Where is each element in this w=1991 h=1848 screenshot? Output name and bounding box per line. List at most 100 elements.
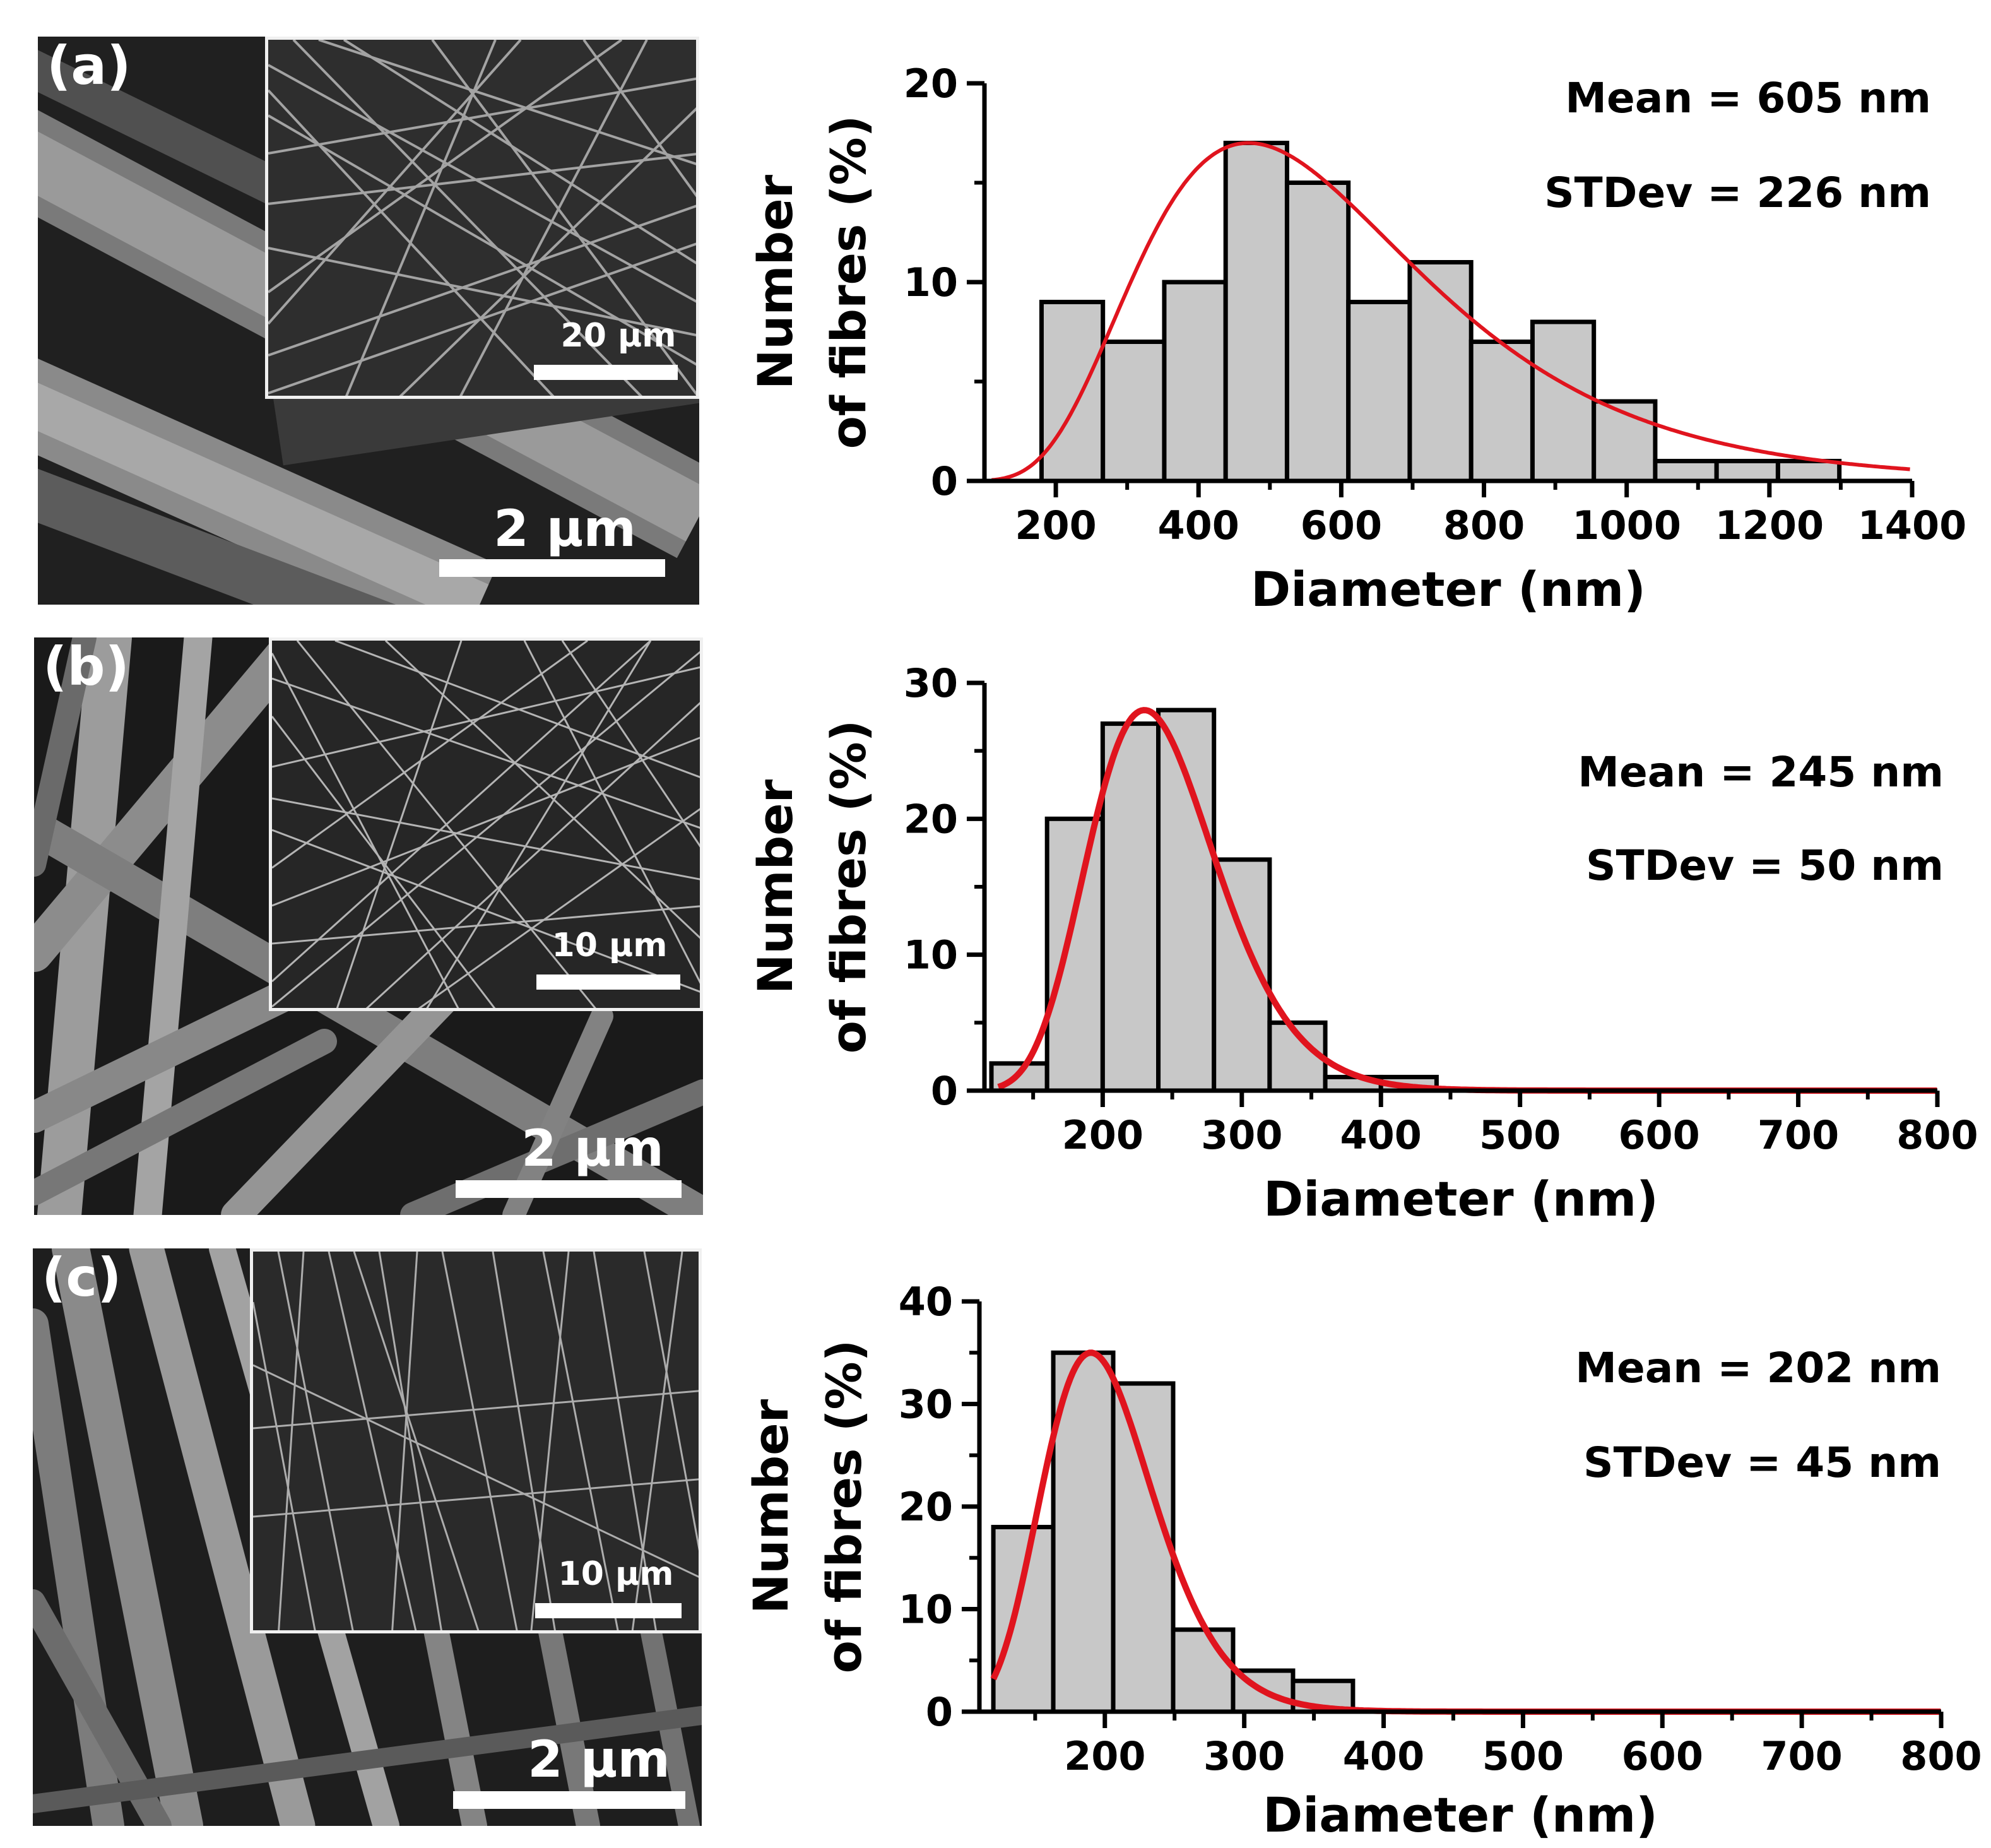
histogram-bar — [1530, 319, 1597, 483]
fit-curve — [990, 1349, 1941, 1715]
histogram-bar — [991, 1525, 1056, 1714]
fit-curve — [997, 707, 1937, 1094]
histogram-bar — [1162, 280, 1228, 483]
main-scale-bar-c — [453, 1791, 685, 1809]
stdev-annotation: STDev = 226 nm — [1544, 169, 1931, 217]
y-tick-label: 10 — [904, 259, 958, 305]
inset-image-a — [265, 37, 699, 399]
y-tick-label: 30 — [899, 1382, 953, 1428]
y-tick-label: 0 — [931, 1068, 958, 1114]
inset-fibre-texture-c — [253, 1252, 699, 1630]
mean-annotation: Mean = 605 nm — [1565, 74, 1931, 122]
histogram-bar — [1171, 1627, 1236, 1714]
histogram-bar — [1653, 459, 1719, 483]
x-tick-label: 400 — [1158, 502, 1239, 548]
main-scale-label-b: 2 μm — [521, 1119, 664, 1178]
y-tick-label: 20 — [904, 796, 958, 842]
histogram-bar — [1051, 1350, 1116, 1714]
histogram-bar — [1044, 816, 1105, 1093]
x-tick-label: 400 — [1343, 1733, 1424, 1779]
inset-scale-bar-a — [534, 365, 678, 380]
x-tick-label: 300 — [1201, 1112, 1282, 1158]
x-tick-label: 300 — [1203, 1733, 1285, 1779]
y-tick-label: 0 — [931, 458, 958, 504]
histogram-bar — [1156, 708, 1217, 1093]
x-axis-label: Diameter (nm) — [1263, 1171, 1658, 1227]
y-axis-label-line2: of fibres (%) — [820, 720, 877, 1054]
x-tick-label: 700 — [1758, 1112, 1839, 1158]
stdev-annotation: STDev = 45 nm — [1583, 1438, 1941, 1487]
x-tick-label: 200 — [1015, 502, 1096, 548]
sem-image-b: 10 μm 2 μm (b) — [34, 637, 703, 1215]
y-axis-label-line2: of fibres (%) — [820, 116, 877, 449]
panel-label-a: (a) — [47, 37, 131, 97]
x-tick-label: 1400 — [1858, 502, 1967, 548]
y-axis-label-line2: of fibres (%) — [816, 1340, 872, 1674]
inset-scale-label-b: 10 μm — [552, 927, 668, 964]
histogram-bar — [1284, 181, 1351, 483]
sem-image-a: 20 μm 2 μm (a) — [38, 37, 699, 605]
inset-scale-bar-b — [536, 974, 680, 990]
x-tick-label: 600 — [1622, 1733, 1703, 1779]
x-tick-label: 800 — [1900, 1733, 1982, 1779]
histogram-bar — [1100, 721, 1161, 1093]
x-tick-label: 500 — [1479, 1112, 1561, 1158]
x-tick-label: 600 — [1618, 1112, 1699, 1158]
fit-curve — [991, 141, 1910, 482]
y-axis-label-line1: Number — [747, 779, 803, 994]
sem-image-c: 10 μm 2 μm (c) — [33, 1248, 702, 1826]
histogram-bar — [1592, 399, 1658, 483]
x-tick-label: 600 — [1301, 502, 1382, 548]
x-axis-label: Diameter (nm) — [1251, 561, 1646, 617]
histogram-bar — [1346, 300, 1412, 483]
y-tick-label: 10 — [899, 1587, 953, 1633]
histogram-bar — [1223, 141, 1289, 483]
x-tick-label: 200 — [1064, 1733, 1145, 1779]
main-scale-label-a: 2 μm — [493, 499, 636, 558]
x-tick-label: 700 — [1761, 1733, 1842, 1779]
histogram-bar — [1267, 1020, 1328, 1093]
histogram-bar — [1775, 459, 1842, 483]
y-axis-label-line1: Number — [747, 174, 803, 389]
mean-annotation: Mean = 245 nm — [1578, 748, 1944, 797]
main-scale-bar-b — [456, 1180, 682, 1198]
y-tick-label: 40 — [899, 1279, 953, 1325]
x-axis-label: Diameter (nm) — [1263, 1787, 1658, 1843]
inset-fibre-texture-b — [272, 641, 700, 1008]
inset-image-b — [269, 637, 703, 1011]
panel-label-c: (c) — [42, 1248, 122, 1308]
x-tick-label: 800 — [1896, 1112, 1978, 1158]
y-tick-label: 0 — [926, 1689, 953, 1735]
y-axis-label-line1: Number — [743, 1399, 799, 1614]
x-tick-label: 1000 — [1572, 502, 1681, 548]
histogram-bar — [1111, 1381, 1176, 1714]
main-scale-bar-a — [439, 559, 665, 577]
y-tick-label: 30 — [904, 660, 958, 706]
panel-label-b: (b) — [43, 637, 129, 697]
inset-fibre-texture-a — [268, 40, 696, 396]
mean-annotation: Mean = 202 nm — [1575, 1344, 1941, 1392]
histogram-bar — [989, 1061, 1049, 1093]
y-tick-label: 20 — [904, 61, 958, 107]
histogram-bar — [1714, 459, 1780, 483]
x-tick-label: 200 — [1062, 1112, 1143, 1158]
inset-scale-bar-c — [535, 1603, 682, 1618]
histogram-bar — [1323, 1074, 1383, 1093]
y-tick-label: 10 — [904, 932, 958, 978]
histogram-bar — [1212, 857, 1272, 1093]
histogram-bar — [1378, 1074, 1439, 1093]
histogram-bar — [1468, 340, 1535, 483]
main-scale-label-c: 2 μm — [528, 1730, 670, 1789]
histogram-bar — [1101, 340, 1167, 483]
histogram-bar — [1039, 300, 1106, 483]
stdev-annotation: STDev = 50 nm — [1586, 841, 1944, 890]
inset-image-c — [250, 1248, 702, 1633]
x-tick-label: 800 — [1443, 502, 1525, 548]
histogram-bar — [1407, 260, 1474, 483]
x-tick-label: 400 — [1340, 1112, 1422, 1158]
histogram-bar — [1231, 1668, 1296, 1714]
y-tick-label: 20 — [899, 1484, 953, 1530]
inset-scale-label-a: 20 μm — [560, 317, 676, 355]
histogram-bar — [1291, 1678, 1356, 1714]
x-tick-label: 500 — [1482, 1733, 1564, 1779]
